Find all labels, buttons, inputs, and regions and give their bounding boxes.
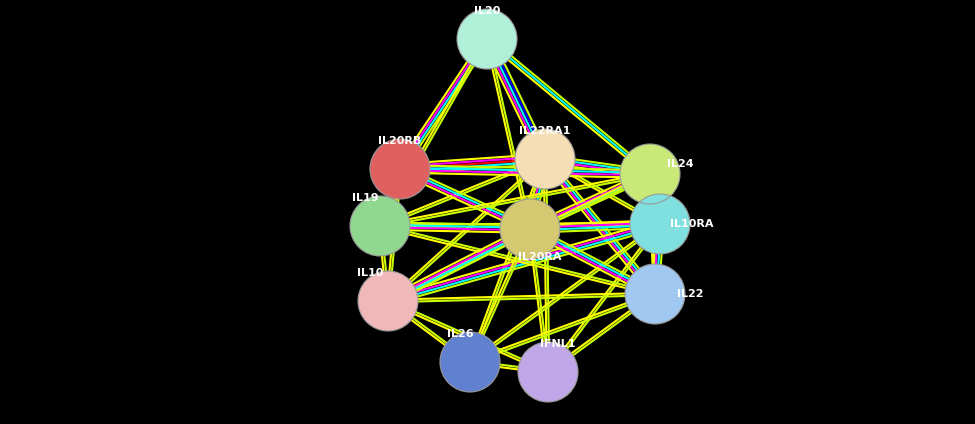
Text: IL22: IL22 (677, 289, 703, 299)
Circle shape (518, 342, 578, 402)
Circle shape (440, 332, 500, 392)
Circle shape (515, 129, 575, 189)
Text: IL19: IL19 (352, 193, 378, 203)
Text: IL20RA: IL20RA (519, 252, 562, 262)
Circle shape (358, 271, 418, 331)
Circle shape (630, 194, 690, 254)
Text: IL10: IL10 (357, 268, 383, 278)
Circle shape (370, 139, 430, 199)
Text: IL20: IL20 (474, 6, 500, 16)
Circle shape (625, 264, 685, 324)
Text: IL20RB: IL20RB (378, 136, 421, 146)
Circle shape (620, 144, 680, 204)
Circle shape (350, 196, 410, 256)
Circle shape (457, 9, 517, 69)
Text: IL10RA: IL10RA (670, 219, 714, 229)
Text: IFNL1: IFNL1 (540, 339, 576, 349)
Text: IL24: IL24 (667, 159, 693, 169)
Circle shape (500, 199, 560, 259)
Text: IL22RA1: IL22RA1 (520, 126, 570, 136)
Text: IL26: IL26 (447, 329, 473, 339)
